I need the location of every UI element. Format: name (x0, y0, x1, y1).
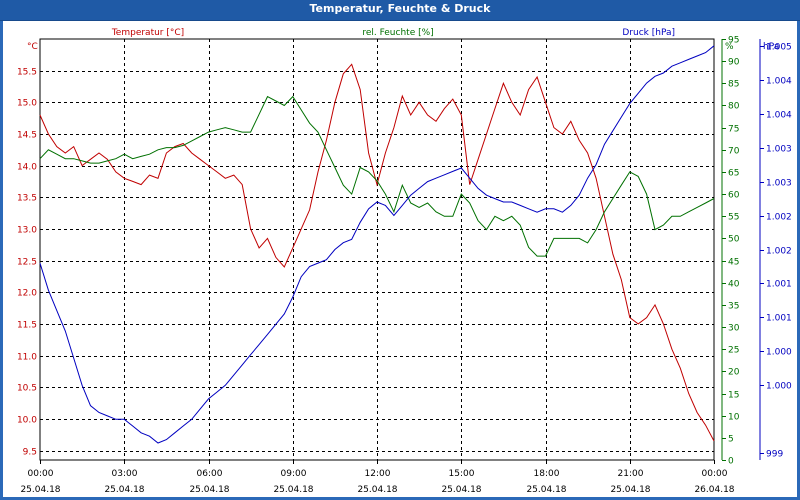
y-tick-label-temperature: 11.0 (17, 353, 37, 363)
x-tick-label-time: 21:00 (618, 469, 644, 479)
y-tick-label-humidity: 45 (728, 258, 739, 268)
x-tick-label-date: 25.04.18 (610, 485, 650, 495)
axis-label-humidity: rel. Feuchte [%] (362, 28, 433, 38)
axis-label-pressure: Druck [hPa] (622, 28, 675, 38)
chart-panel: 9.5 10.0 10.5 11.0 11.5 12.0 12.5 13.0 13.5 14.0 1… (3, 21, 797, 497)
x-tick-label-date: 25.04.18 (273, 485, 313, 495)
y-tick-label-humidity: 70 (728, 147, 740, 157)
series-line-pressure (39, 45, 715, 444)
x-tick-label-date: 25.04.18 (20, 485, 60, 495)
y-tick-label-humidity: 90 (728, 58, 740, 68)
x-tick-label-date: 25.04.18 (104, 485, 144, 495)
y-tick-label-humidity: 80 (728, 102, 740, 112)
y-tick-label-humidity: 10 (728, 413, 740, 423)
series-line-humidity (39, 95, 715, 257)
y-tick-label-humidity: 85 (728, 80, 739, 90)
y-tick-label-temperature: 9.5 (23, 448, 37, 458)
y-tick-label-pressure: 1.004 (766, 77, 792, 87)
y-tick-label-temperature: 14.0 (17, 163, 37, 173)
y-tick-label-temperature: 15.0 (17, 99, 37, 109)
x-tick-label-time: 03:00 (112, 469, 138, 479)
y-tick-label-pressure: 1.000 (766, 348, 792, 358)
y-tick-label-pressure: 1.000 (766, 382, 792, 392)
x-tick-label-date: 26.04.18 (694, 485, 734, 495)
unit-label-humidity: % (725, 42, 734, 52)
y-tick-label-humidity: 75 (728, 125, 739, 135)
x-tick-label-date: 25.04.18 (526, 485, 566, 495)
y-tick-label-temperature: 13.0 (17, 226, 37, 236)
unit-label-pressure: hPa (763, 42, 779, 52)
y-tick-label-pressure: 1.003 (766, 179, 792, 189)
y-tick-label-humidity: 25 (728, 346, 739, 356)
y-tick-label-pressure: 1.001 (766, 280, 792, 290)
y-tick-label-humidity: 95 (728, 36, 739, 46)
axis-label-temperature: Temperatur [°C] (111, 28, 184, 38)
y-tick-label-humidity: 30 (728, 324, 740, 334)
y-tick-label-humidity: 55 (728, 213, 739, 223)
y-tick-label-pressure: 1.002 (766, 247, 792, 257)
y-tick-label-humidity: 5 (728, 435, 734, 445)
chart-svg: 9.5 10.0 10.5 11.0 11.5 12.0 12.5 13.0 13.5 14.0 1… (17, 28, 792, 496)
y-tick-label-temperature: 14.5 (17, 131, 37, 141)
grid (39, 38, 715, 461)
series-group (39, 45, 715, 444)
x-tick-label-time: 12:00 (365, 469, 391, 479)
y-tick-label-pressure: 1.002 (766, 213, 792, 223)
y-tick-label-pressure: 1.005 (766, 43, 792, 53)
axes: 9.5 10.0 10.5 11.0 11.5 12.0 12.5 13.0 13.5 14.0 1… (17, 36, 792, 496)
unit-label-temperature: °C (27, 42, 38, 52)
y-tick-label-pressure: 1.003 (766, 145, 792, 155)
y-tick-label-temperature: 10.5 (17, 384, 37, 394)
window-title: Temperatur, Feuchte & Druck (0, 0, 800, 21)
x-tick-label-date: 25.04.18 (189, 485, 229, 495)
y-tick-label-humidity: 15 (728, 391, 739, 401)
x-tick-label-time: 18:00 (534, 469, 560, 479)
x-tick-label-time: 15:00 (449, 469, 475, 479)
y-tick-label-temperature: 13.5 (17, 194, 37, 204)
y-tick-label-pressure: 1.001 (766, 314, 792, 324)
y-tick-label-temperature: 15.5 (17, 68, 37, 78)
y-tick-label-temperature: 12.5 (17, 258, 37, 268)
y-tick-label-humidity: 20 (728, 368, 740, 378)
y-tick-label-temperature: 12.0 (17, 289, 37, 299)
x-tick-label-time: 09:00 (281, 469, 307, 479)
y-tick-label-pressure: 999 (766, 450, 783, 460)
y-tick-label-humidity: 0 (728, 457, 734, 467)
y-tick-label-humidity: 50 (728, 235, 740, 245)
x-tick-label-time: 00:00 (702, 469, 728, 479)
x-tick-label-date: 25.04.18 (357, 485, 397, 495)
series-line-temperature (39, 63, 715, 442)
y-tick-label-humidity: 65 (728, 169, 739, 179)
y-tick-label-pressure: 1.004 (766, 111, 792, 121)
x-tick-label-date: 25.04.18 (441, 485, 481, 495)
y-tick-label-humidity: 60 (728, 191, 740, 201)
y-tick-label-humidity: 40 (728, 280, 740, 290)
x-tick-label-time: 06:00 (197, 469, 223, 479)
x-tick-label-time: 00:00 (28, 469, 54, 479)
y-tick-label-temperature: 10.0 (17, 416, 37, 426)
y-tick-label-humidity: 35 (728, 302, 739, 312)
y-tick-label-temperature: 11.5 (17, 321, 37, 331)
